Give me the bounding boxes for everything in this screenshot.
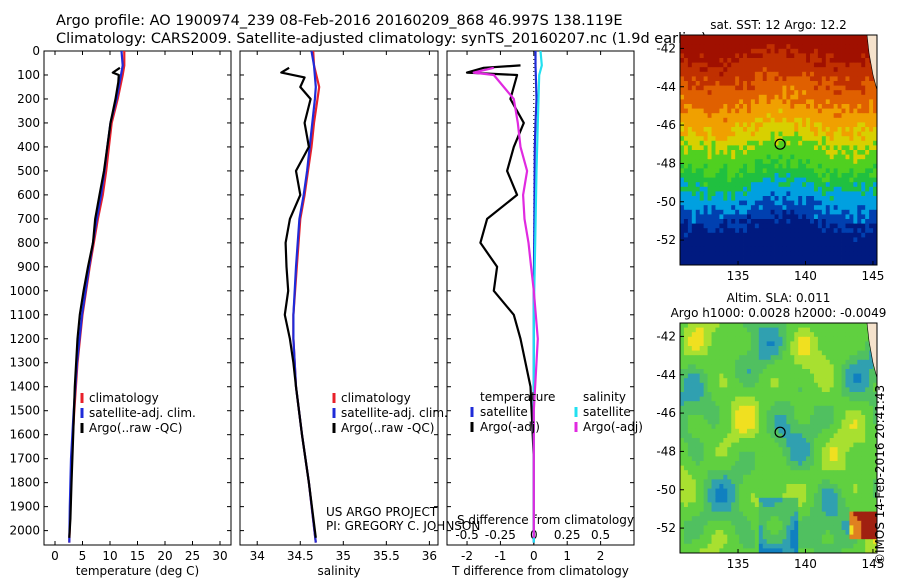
y-tick-label: 2000 (9, 524, 40, 538)
y-tick-label: 1100 (9, 308, 40, 322)
x-tick-label: 5 (79, 549, 87, 563)
y-tick-label: 600 (17, 188, 40, 202)
y-tick-label: 1900 (9, 500, 40, 514)
y-tick-label: 1600 (9, 428, 40, 442)
y-tick-label: 200 (17, 92, 40, 106)
y-tick-label: 500 (17, 164, 40, 178)
y-tick-label: 1700 (9, 452, 40, 466)
y-tick-label: 700 (17, 212, 40, 226)
x-tick-label: 0 (51, 549, 59, 563)
legend-label: Argo(..raw -QC) (89, 421, 182, 435)
series-line-argo (68, 66, 121, 538)
x-tick-label: 25 (185, 549, 200, 563)
y-tick-label: 900 (17, 260, 40, 274)
legend-label: climatology (89, 391, 159, 405)
y-tick-label: 1000 (9, 284, 40, 298)
x-axis-label: temperature (deg C) (76, 564, 199, 578)
y-tick-label: 100 (17, 68, 40, 82)
legend-label: satellite-adj. clim. (89, 406, 196, 420)
x-tick-label: 20 (157, 549, 172, 563)
y-tick-label: 300 (17, 116, 40, 130)
y-tick-label: 1300 (9, 356, 40, 370)
series-line-climatology (68, 51, 126, 543)
x-tick-label: 10 (102, 549, 117, 563)
y-tick-label: 1400 (9, 380, 40, 394)
y-tick-label: 0 (32, 44, 40, 58)
y-tick-label: 400 (17, 140, 40, 154)
x-tick-label: 30 (212, 549, 227, 563)
y-tick-label: 1500 (9, 404, 40, 418)
y-tick-label: 1800 (9, 476, 40, 490)
y-tick-label: 1200 (9, 332, 40, 346)
y-tick-label: 800 (17, 236, 40, 250)
series-line-satellite (68, 50, 124, 543)
x-tick-label: 15 (130, 549, 145, 563)
